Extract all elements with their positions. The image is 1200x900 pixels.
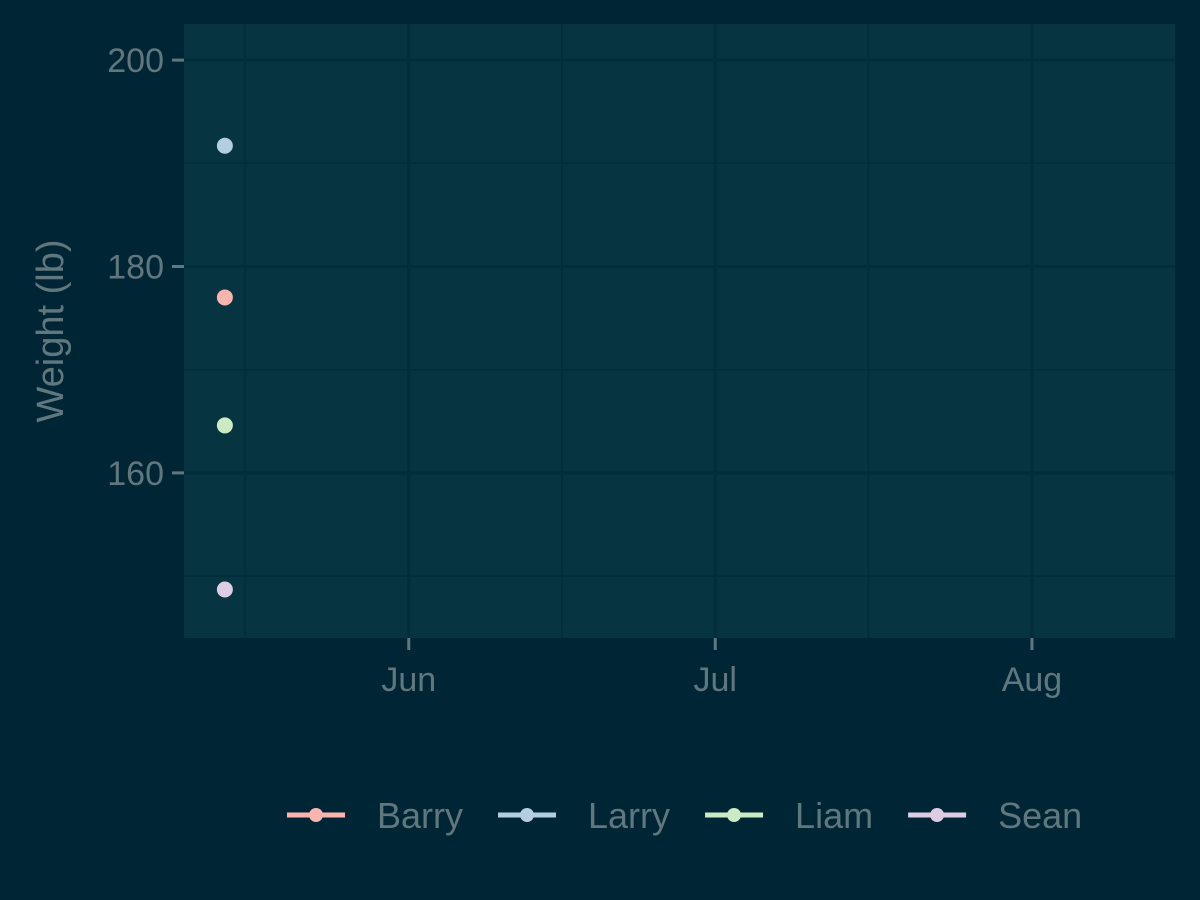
legend-label: Sean	[998, 795, 1082, 836]
y-axis: 160 180 200	[107, 42, 184, 493]
x-tick-label: Jul	[694, 661, 737, 699]
minor-grid	[184, 24, 1175, 638]
x-axis: Jun Jul Aug	[381, 638, 1062, 699]
legend-item-sean: Sean	[908, 795, 1082, 836]
legend-key-point	[309, 808, 323, 822]
legend-label: Barry	[377, 795, 463, 836]
legend-item-liam: Liam	[705, 795, 873, 836]
legend-label: Liam	[795, 795, 873, 836]
plot-panel	[184, 24, 1175, 638]
y-axis-label: Weight (lb)	[30, 239, 72, 422]
data-point-sean	[216, 581, 233, 598]
legend-key-point	[727, 808, 742, 822]
y-tick-label: 200	[107, 42, 164, 80]
x-tick-label: Aug	[1002, 661, 1063, 699]
legend-item-barry: Barry	[287, 795, 463, 836]
x-tick-label: Jun	[381, 661, 436, 699]
major-grid	[184, 24, 1175, 638]
y-tick-label: 160	[107, 455, 164, 493]
y-tick-label: 180	[107, 249, 164, 287]
data-points	[216, 137, 233, 598]
data-point-barry	[216, 289, 233, 306]
legend-key-point	[520, 808, 535, 822]
legend-label: Larry	[588, 795, 670, 836]
data-point-larry	[216, 137, 233, 154]
legend-key-point	[930, 808, 945, 822]
legend: Barry Larry Liam Sean	[287, 795, 1082, 836]
data-point-liam	[216, 417, 233, 434]
legend-item-larry: Larry	[498, 795, 670, 836]
